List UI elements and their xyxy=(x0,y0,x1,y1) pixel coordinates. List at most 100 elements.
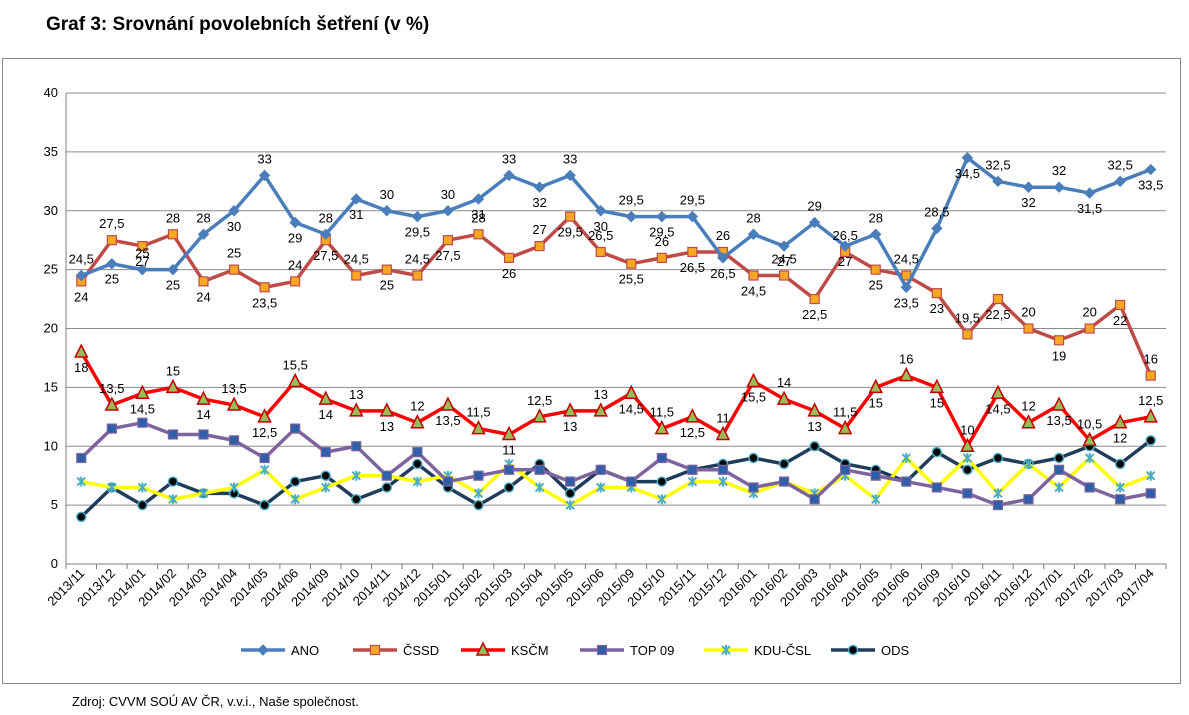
data-label: 29,5 xyxy=(619,193,644,208)
data-point xyxy=(74,343,89,358)
data-label: 31,5 xyxy=(1077,201,1102,216)
data-point xyxy=(321,482,331,493)
data-label: 29,5 xyxy=(405,225,430,240)
data-label: 23,5 xyxy=(252,295,277,310)
data-point xyxy=(626,258,637,269)
data-label: 13,5 xyxy=(221,381,246,396)
data-label: 25 xyxy=(135,246,149,261)
data-label: 11,5 xyxy=(650,405,674,420)
data-point xyxy=(931,482,942,493)
data-point xyxy=(595,205,607,217)
data-label: 14,5 xyxy=(130,401,155,416)
data-point xyxy=(837,419,853,435)
data-label: 14,5 xyxy=(619,401,644,416)
data-point xyxy=(900,281,912,293)
data-point xyxy=(75,269,87,282)
data-point xyxy=(1114,175,1126,188)
data-label: 22,5 xyxy=(802,307,827,322)
data-label: 28 xyxy=(166,210,180,225)
data-point xyxy=(198,276,209,287)
data-point xyxy=(411,210,424,223)
data-label: 12 xyxy=(1021,399,1035,414)
y-tick-label: 5 xyxy=(51,497,58,512)
data-point xyxy=(1053,181,1065,193)
data-point xyxy=(717,464,729,475)
data-label: 19,5 xyxy=(955,310,980,325)
data-label: 30 xyxy=(593,219,607,234)
data-label: 24 xyxy=(196,289,210,304)
data-point xyxy=(1112,414,1128,429)
data-point xyxy=(962,453,973,464)
data-point xyxy=(106,235,117,246)
data-point xyxy=(289,476,301,487)
data-point xyxy=(473,229,484,240)
data-label: 27,5 xyxy=(313,248,338,263)
data-point xyxy=(1145,163,1157,176)
data-point xyxy=(718,476,728,487)
data-point xyxy=(440,396,456,411)
data-point xyxy=(259,464,270,475)
data-point xyxy=(503,464,515,475)
data-point xyxy=(624,384,639,400)
data-point xyxy=(168,494,178,505)
data-label: 28 xyxy=(746,210,760,225)
data-point xyxy=(1145,370,1156,381)
data-point xyxy=(840,464,851,475)
data-point xyxy=(656,252,667,263)
data-label: 22 xyxy=(1113,313,1127,328)
data-point xyxy=(350,193,362,205)
data-point xyxy=(106,258,118,270)
data-point xyxy=(748,270,759,281)
data-label: 14 xyxy=(777,375,791,390)
data-label: 25 xyxy=(380,278,394,293)
data-point xyxy=(137,499,148,511)
data-label: 27 xyxy=(532,222,546,237)
data-point xyxy=(778,458,790,470)
data-point xyxy=(167,476,179,487)
data-label: 25 xyxy=(227,246,241,261)
data-point xyxy=(379,402,395,417)
line-chart: 05101520253035402013/112013/122014/01201… xyxy=(44,85,1167,658)
data-label: 24,5 xyxy=(894,252,919,267)
data-point xyxy=(564,488,576,499)
data-point xyxy=(226,396,242,411)
data-point xyxy=(993,488,1003,499)
data-point xyxy=(475,641,491,656)
data-point xyxy=(290,494,300,505)
data-label: 29,5 xyxy=(649,225,674,240)
data-point xyxy=(167,263,179,276)
data-point xyxy=(1115,299,1126,311)
data-label: 20 xyxy=(1082,305,1096,320)
data-label: 26,5 xyxy=(710,266,735,281)
data-label: 26,5 xyxy=(833,228,858,243)
data-label: 26 xyxy=(655,234,669,249)
data-point xyxy=(1023,323,1034,334)
data-label: 34,5 xyxy=(955,166,980,181)
series-line-ano xyxy=(80,156,1152,290)
data-point xyxy=(868,378,883,394)
data-point xyxy=(503,252,515,263)
data-label: 15,5 xyxy=(283,357,308,372)
data-point xyxy=(1084,453,1095,464)
data-label: 15,5 xyxy=(741,389,766,404)
data-point xyxy=(290,276,301,287)
y-tick-label: 30 xyxy=(44,203,58,218)
data-label: 28 xyxy=(318,210,332,225)
data-point xyxy=(76,476,86,487)
data-label: 15 xyxy=(930,395,944,410)
data-point xyxy=(533,181,546,193)
data-point xyxy=(596,644,608,656)
data-label: 14 xyxy=(196,407,210,422)
data-label: 24,5 xyxy=(741,284,766,299)
data-label: 11 xyxy=(502,442,516,457)
data-point xyxy=(778,270,790,281)
data-label: 27,5 xyxy=(99,216,124,231)
data-point xyxy=(137,240,148,252)
data-point xyxy=(351,270,362,281)
data-label: 10 xyxy=(960,422,974,437)
data-point xyxy=(381,482,393,493)
data-point xyxy=(1114,458,1126,470)
data-point xyxy=(473,488,484,499)
data-point xyxy=(320,447,331,458)
data-point xyxy=(412,447,423,458)
